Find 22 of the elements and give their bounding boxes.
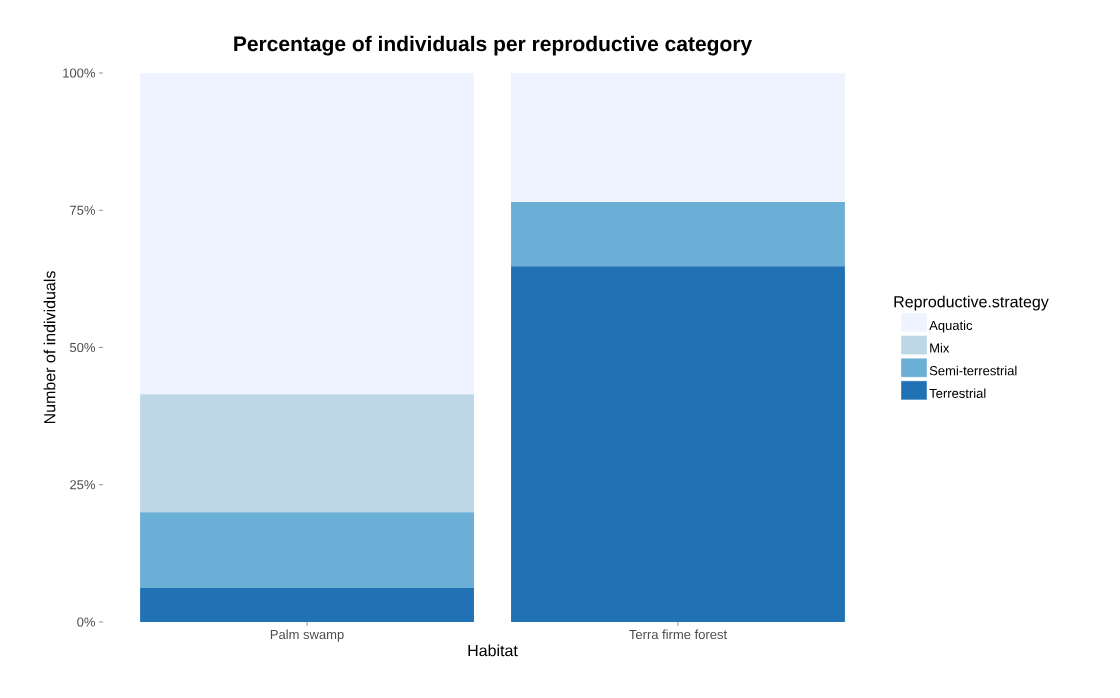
bar [511, 73, 845, 203]
y-tick-label: 100% [63, 68, 96, 78]
bar [140, 394, 474, 513]
x-axis-title: Habitat [468, 644, 518, 657]
bar [511, 202, 845, 267]
y-tick-label: 0% [77, 617, 96, 627]
y-tick-label: 25% [70, 480, 96, 490]
bar [511, 266, 845, 622]
chart-title: Percentage of individuals per reproductive category [234, 35, 753, 56]
bar [140, 73, 474, 395]
legend-label: Mix [930, 343, 950, 353]
x-tick-label: Terra firme forest [629, 629, 727, 640]
legend-title: Reproductive.strategy [894, 295, 1049, 311]
legend-label: Terrestrial [929, 388, 986, 398]
legend-label: Semi-terrestrial [929, 365, 1017, 376]
legend-label: Aquatic [929, 320, 973, 333]
x-tick-label: Palm swamp [270, 629, 344, 642]
y-tick-label: 50% [69, 342, 96, 353]
y-tick-label: 75% [70, 205, 96, 215]
bar [140, 587, 474, 622]
bar [140, 512, 474, 588]
y-axis-title: Number of individuals [43, 271, 56, 424]
